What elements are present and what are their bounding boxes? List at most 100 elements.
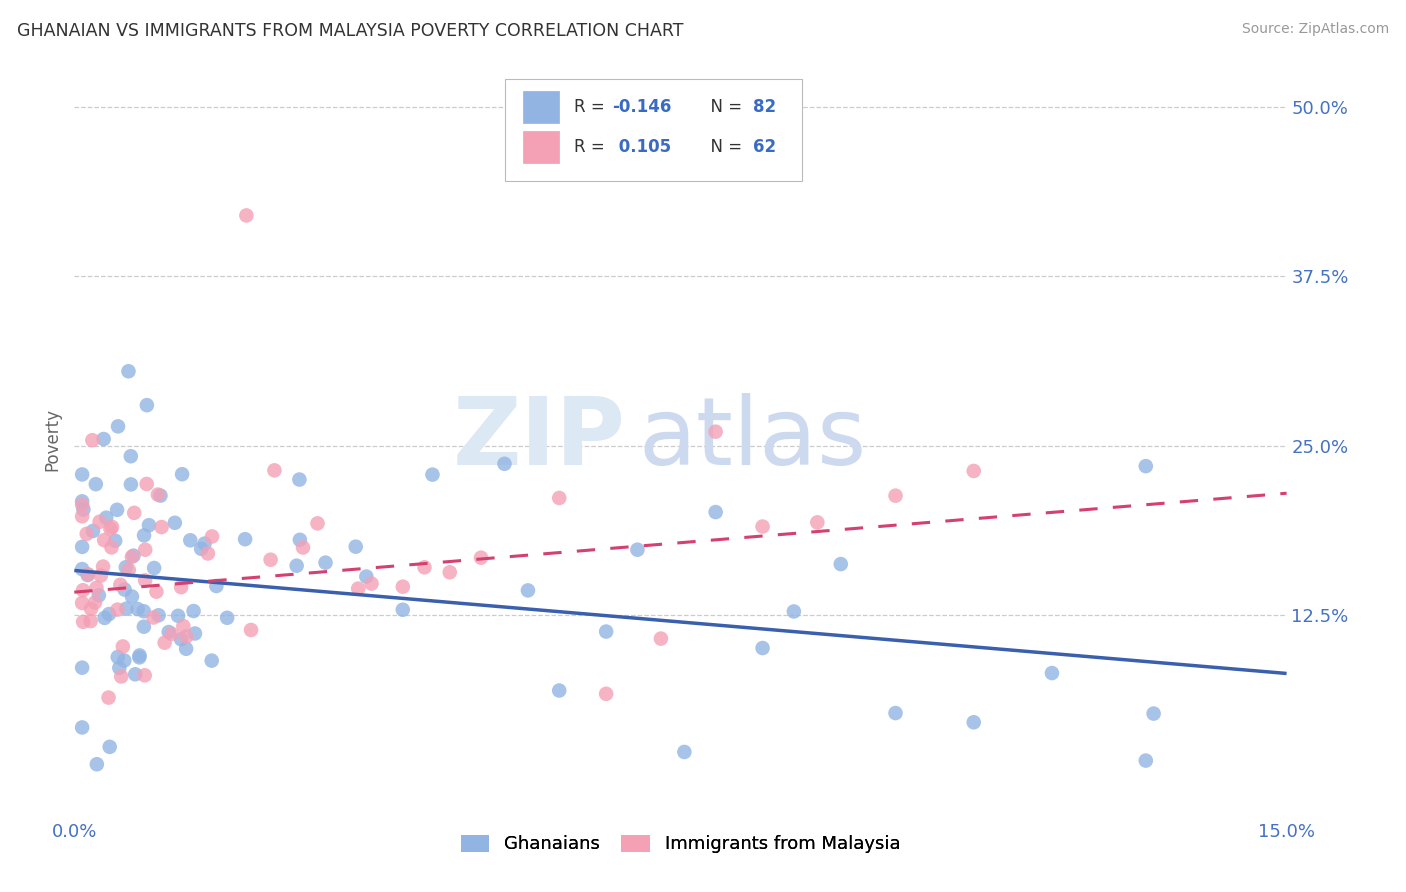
Point [112,653,135,667]
Point [704,505,727,519]
Point [150,520,173,534]
Point [142,610,165,624]
Text: atlas: atlas [638,393,866,485]
Text: N =: N = [700,138,747,156]
Point [107,650,129,665]
Point [650,632,672,646]
Point [87,588,110,602]
Point [91,559,114,574]
Point [76,568,98,582]
Point [108,661,131,675]
Point [128,648,150,663]
Point [548,683,571,698]
Point [201,529,224,543]
Point [288,533,311,547]
Point [82,433,104,447]
Point [626,542,648,557]
Point [93,432,115,446]
Point [884,706,907,720]
Point [121,549,143,564]
Point [172,619,194,633]
Legend: Ghanaians, Immigrants from Malaysia: Ghanaians, Immigrants from Malaysia [456,830,905,859]
Point [98,739,121,754]
Point [783,605,806,619]
Point [595,624,617,639]
Point [830,557,852,571]
Point [157,625,180,640]
Point [516,583,538,598]
Point [179,533,201,548]
Point [235,209,257,223]
Point [172,467,194,482]
Bar [523,131,560,163]
Text: R =: R = [574,138,610,156]
Point [704,425,727,439]
Bar [523,92,560,123]
Point [70,540,93,554]
Point [98,607,121,621]
Point [134,542,156,557]
Point [138,518,160,533]
Point [292,541,315,555]
Point [288,473,311,487]
Point [90,568,112,582]
Point [413,560,436,574]
Point [104,533,127,548]
Point [135,398,157,412]
Text: 62: 62 [754,138,776,156]
Point [89,515,111,529]
Point [121,590,143,604]
Point [124,667,146,681]
Point [122,506,145,520]
Point [347,582,370,596]
Point [307,516,329,531]
Point [963,464,986,478]
Point [160,627,183,641]
Point [111,640,134,654]
Point [110,578,132,592]
Point [84,477,107,491]
Point [1135,459,1157,474]
Point [315,556,337,570]
Point [100,541,122,555]
Point [105,503,128,517]
Point [132,604,155,618]
Text: 0.105: 0.105 [613,138,671,156]
Point [439,566,461,580]
Point [82,524,104,538]
Point [494,457,516,471]
Point [93,611,115,625]
Text: Source: ZipAtlas.com: Source: ZipAtlas.com [1241,22,1389,37]
Point [70,660,93,674]
Point [174,641,197,656]
Point [170,632,193,647]
Point [146,487,169,501]
Point [132,528,155,542]
Point [114,582,136,597]
Point [128,650,150,665]
Point [107,419,129,434]
Point [134,574,156,588]
Point [120,477,142,491]
Point [132,620,155,634]
Point [72,502,94,516]
Point [422,467,444,482]
Point [101,520,124,534]
Point [217,611,239,625]
Point [70,596,93,610]
Text: -0.146: -0.146 [613,98,672,117]
Point [344,540,367,554]
Point [1135,754,1157,768]
Point [134,668,156,682]
Point [184,626,207,640]
Point [884,489,907,503]
Point [751,519,773,533]
Point [72,615,94,629]
Point [174,630,197,644]
Point [360,576,382,591]
Y-axis label: Poverty: Poverty [44,408,60,470]
Point [86,757,108,772]
Point [70,509,93,524]
Point [751,641,773,656]
Point [963,715,986,730]
